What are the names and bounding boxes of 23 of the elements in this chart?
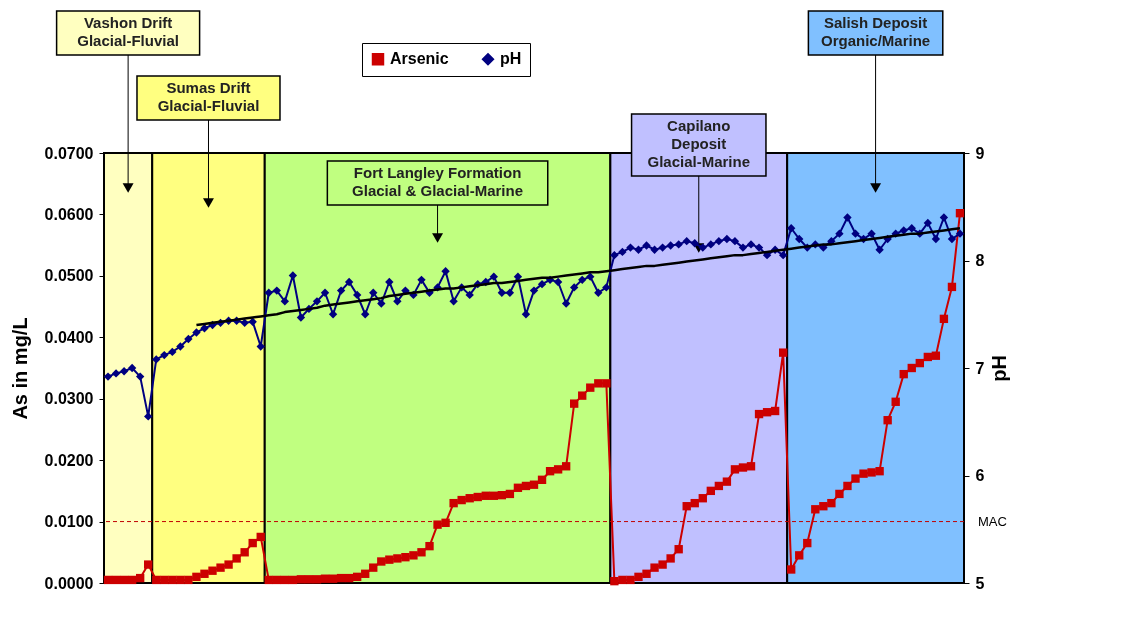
text: Vashon Drift Glacial-Fluvial (77, 14, 179, 49)
y-tick-label: 0.0100 (44, 513, 94, 531)
y-tick-label: 0.0700 (44, 144, 94, 162)
y-tick-label: 0.0600 (44, 205, 94, 223)
y2-tick-label: 6 (975, 467, 985, 484)
y-axis-title: As in mg/L (8, 317, 31, 420)
legend-label: pH (500, 50, 522, 68)
y-tick-label: 0.0000 (44, 574, 94, 592)
annotation: Fort Langley Formation Glacial & Glacial-Marine (352, 164, 523, 199)
y-tick-label: 0.0400 (44, 328, 94, 346)
y2-tick-label: 8 (975, 252, 985, 269)
y2-axis-title: pH (988, 355, 1011, 382)
y2-tick-label: 7 (975, 359, 985, 377)
text: Sumas Drift Glacial-Fluvial (157, 79, 260, 114)
y-tick-label: 0.0500 (44, 267, 94, 285)
y-tick-label: 0.0200 (44, 451, 94, 469)
y-tick-label: 0.0300 (44, 390, 94, 408)
y2-tick-label: 5 (975, 574, 985, 592)
annotation: Capilano Deposit Glacial-Marine (647, 117, 751, 170)
text: Salish Deposit Organic/Marine (820, 14, 931, 49)
y2-tick-label: 9 (975, 144, 985, 162)
legend-label: Arsenic (390, 50, 449, 68)
ref-line-label: MAC (978, 513, 1007, 529)
